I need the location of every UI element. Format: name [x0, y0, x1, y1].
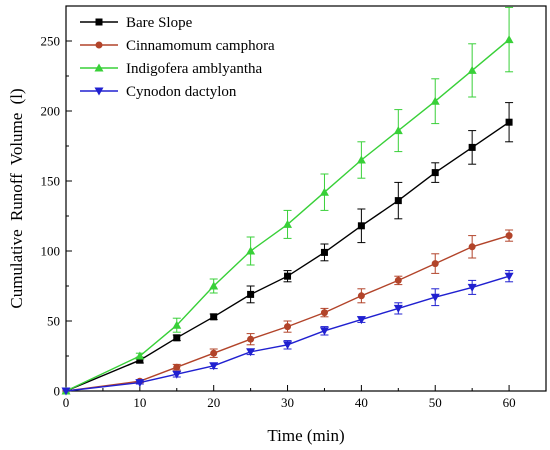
- data-point: [430, 293, 440, 302]
- x-tick-label: 10: [133, 395, 146, 410]
- data-point: [283, 219, 293, 228]
- data-point: [468, 143, 476, 151]
- data-point: [247, 290, 255, 298]
- series-group: [61, 6, 514, 395]
- data-point: [320, 309, 328, 317]
- data-point: [504, 272, 514, 281]
- data-point: [173, 363, 181, 371]
- y-axis-title: Cumulative Runoff Volume (l): [7, 88, 26, 308]
- axis-ticks: 0 10 20 30 40 50 60 0 50 100 150 200 250: [41, 5, 516, 410]
- data-point: [356, 316, 366, 325]
- x-tick-label: 30: [281, 395, 294, 410]
- legend-label: Indigofera amblyantha: [126, 61, 263, 77]
- x-tick-label: 60: [503, 395, 516, 410]
- series-line: [65, 121, 510, 392]
- series-line: [65, 234, 510, 392]
- series-group: [62, 102, 514, 395]
- legend: Bare Slope Cinnamomum camphora Indigofera …: [80, 15, 275, 100]
- data-point: [61, 387, 71, 396]
- data-point: [173, 334, 181, 342]
- x-axis-title: Time (min): [267, 426, 344, 445]
- y-tick-label: 150: [41, 174, 61, 189]
- data-point: [468, 243, 476, 251]
- legend-item: Bare Slope: [80, 15, 193, 31]
- legend-marker: [95, 18, 103, 26]
- data-point: [394, 197, 402, 205]
- data-point: [210, 313, 218, 321]
- data-point: [210, 349, 218, 357]
- legend-marker: [94, 87, 104, 96]
- data-point: [172, 370, 182, 379]
- plot-frame: [65, 5, 547, 392]
- y-tick-label: 0: [54, 384, 61, 399]
- data-point: [467, 65, 477, 74]
- y-tick-label: 250: [41, 34, 61, 49]
- data-point: [283, 341, 293, 350]
- series-group: [61, 270, 514, 396]
- data-point: [246, 246, 256, 255]
- data-point: [505, 232, 513, 240]
- x-tick-label: 40: [355, 395, 368, 410]
- legend-item: Indigofera amblyantha: [80, 61, 263, 77]
- data-point: [431, 260, 439, 268]
- data-point: [319, 187, 329, 196]
- x-tick-label: 0: [63, 395, 70, 410]
- y-tick-label: 50: [47, 314, 60, 329]
- legend-marker: [94, 63, 104, 72]
- data-point: [505, 118, 513, 126]
- data-point: [319, 327, 329, 336]
- data-point: [284, 272, 292, 280]
- data-point: [393, 304, 403, 313]
- data-point: [172, 320, 182, 329]
- data-point: [135, 351, 145, 360]
- data-point: [136, 356, 144, 364]
- legend-label: Cinnamomum camphora: [126, 38, 275, 54]
- legend-item: Cinnamomum camphora: [80, 38, 275, 54]
- data-point: [430, 96, 440, 105]
- legend-item: Cynodon dactylon: [80, 84, 237, 100]
- data-point: [357, 222, 365, 230]
- data-point: [284, 323, 292, 331]
- legend-marker: [95, 41, 103, 49]
- legend-label: Cynodon dactylon: [126, 84, 237, 100]
- data-point: [209, 362, 219, 371]
- series-layer: [61, 6, 514, 396]
- data-point: [467, 283, 477, 292]
- series-line: [65, 275, 510, 392]
- data-point: [246, 348, 256, 357]
- x-tick-label: 50: [429, 395, 442, 410]
- data-point: [135, 379, 145, 388]
- data-point: [394, 276, 402, 284]
- series-line: [65, 39, 510, 392]
- y-tick-label: 100: [41, 244, 61, 259]
- y-tick-label: 200: [41, 104, 61, 119]
- data-point: [357, 292, 365, 300]
- data-point: [504, 35, 514, 44]
- plot-frame-rect: [65, 5, 547, 392]
- data-point: [356, 155, 366, 164]
- data-point: [209, 281, 219, 290]
- data-point: [393, 126, 403, 135]
- data-point: [431, 169, 439, 177]
- x-tick-label: 20: [207, 395, 220, 410]
- legend-label: Bare Slope: [126, 15, 193, 31]
- series-group: [62, 229, 514, 395]
- data-point: [320, 248, 328, 256]
- data-point: [247, 335, 255, 343]
